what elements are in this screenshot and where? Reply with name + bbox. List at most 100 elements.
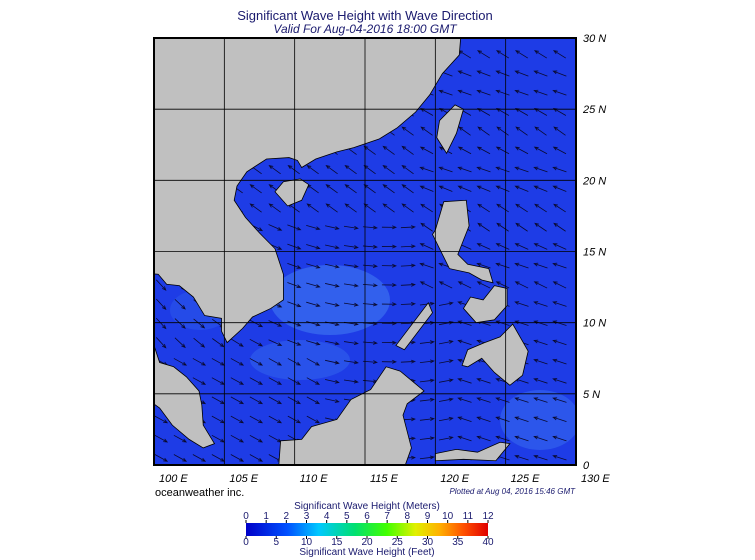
wave-arrow [382,145,395,155]
wave-arrow [552,185,567,192]
wave-arrow [306,263,321,269]
wave-arrow [476,262,491,269]
wave-arrow [381,263,397,268]
wave-arrow [552,146,567,155]
wave-arrow [268,358,283,366]
meter-tick-label: 4 [324,511,330,522]
wave-arrow [363,164,376,175]
wave-arrow [192,358,207,366]
wave-arrow [533,70,548,77]
wave-arrow [495,146,510,155]
wave-arrow [382,203,395,213]
wave-arrow [533,281,548,289]
wave-arrow [343,225,359,230]
wave-arrow [155,279,167,291]
feet-tick-label: 30 [422,537,434,548]
colorbar-title: Significant Wave Height (Feet) [299,547,434,558]
wave-arrow [400,359,416,364]
wave-arrow [325,379,340,384]
wave-arrow [552,435,567,442]
wave-arrow [514,243,529,250]
wave-arrow [515,126,528,136]
wave-arrow [419,185,434,192]
wave-arrow [477,222,490,232]
wave-arrow [419,340,435,345]
wave-arrow [343,341,359,346]
wave-patch [250,340,350,380]
wave-arrow [533,89,548,96]
meter-tick-label: 5 [344,511,350,522]
wave-arrow [401,184,414,194]
wave-arrow [476,70,491,77]
grid [154,38,576,465]
wave-arrow [457,281,472,289]
meter-tick-label: 0 [243,511,249,522]
lat-label: 20 N [582,175,606,187]
wave-arrow [419,146,434,155]
wave-arrow [230,434,245,443]
wave-arrow [419,378,435,383]
meter-tick-label: 9 [425,511,431,522]
subtitle: Valid For Aug-04-2016 18:00 GMT [273,22,458,36]
wave-arrow [495,416,510,422]
wave-arrow [363,145,376,155]
wave-arrow [496,203,509,213]
wave-arrow [343,245,359,249]
wave-arrow [552,378,567,384]
wave-arrow [438,397,454,402]
wave-arrow [230,338,244,347]
wave-arrow [363,203,376,213]
wave-arrow [344,184,357,194]
wave-arrow [287,301,302,308]
landmass [395,301,433,351]
lat-label: 10 N [583,318,606,330]
wave-arrow [514,281,529,289]
wave-arrow [457,185,472,192]
wave-arrow [419,417,435,421]
wave-arrow [287,320,302,327]
wave-arrow [533,262,548,269]
map-frame [153,37,577,466]
wave-arrow [155,317,167,330]
feet-tick-label: 10 [301,537,313,548]
wave-arrow [438,166,453,173]
wave-arrow [249,184,262,194]
wave-arrow [552,339,567,346]
wave-arrow [420,203,433,213]
lat-label: 25 N [582,104,606,116]
wave-arrow [306,396,320,405]
wave-arrow [514,166,529,173]
wave-arrow [457,416,472,422]
wave-arrow [401,203,414,213]
wave-arrow [438,185,453,192]
wave-arrow [552,301,567,307]
wave-arrow [325,283,340,288]
wave-arrow [401,164,414,175]
feet-tick-label: 25 [392,537,404,548]
wave-arrow [230,396,245,405]
feet-tick-label: 35 [452,537,464,548]
wave-arrow [514,454,529,461]
lon-label: 100 E [159,473,188,485]
wave-arrow [533,358,548,365]
wave-arrow [552,89,567,96]
wave-arrow [343,360,359,365]
wave-arrow [552,166,567,173]
meter-tick-label: 12 [482,511,494,522]
wave-arrow [457,378,472,384]
wave-arrow [173,358,188,366]
wave-arrow [514,70,529,77]
wave-arrow [477,203,490,213]
wave-arrow [476,243,491,250]
wave-arrow [154,434,169,443]
wave-arrow [438,281,453,289]
wave-arrow [438,378,454,383]
wave-arrow [438,359,454,364]
wave-arrow [533,339,548,346]
wave-arrow [306,224,321,231]
wave-arrow [154,454,169,462]
wave-arrow [306,377,320,385]
wave-arrow [325,398,340,403]
wave-arrow [514,89,529,96]
wave-arrow [344,164,357,175]
